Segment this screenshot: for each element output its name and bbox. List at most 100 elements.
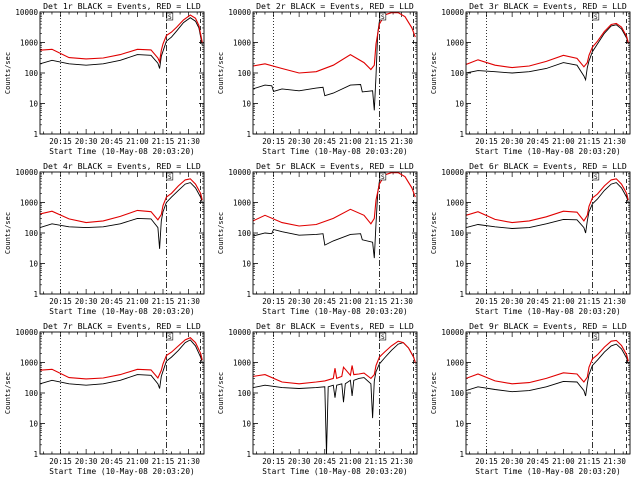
chart-title: Det 1r BLACK = Events, RED = LLD (43, 1, 201, 11)
y-tick-label: 10 (29, 420, 39, 429)
y-tick-label: 100 (24, 389, 38, 398)
x-tick-label: 20:45 (526, 457, 549, 466)
events-series-line (40, 339, 203, 389)
y-axis: 1 10 100 1000 10000 (15, 168, 204, 299)
x-axis-label: Start Time (10-May-08 20:03:20) (49, 467, 195, 476)
plot-frame (252, 11, 418, 135)
plot-frame (39, 171, 205, 295)
x-tick-label: 20:15 (475, 297, 498, 306)
x-tick-label: 21:30 (390, 137, 413, 146)
y-axis: 1 10 100 1000 10000 (441, 328, 630, 459)
x-tick-label: 21:30 (177, 297, 200, 306)
y-tick-label: 10 (242, 100, 252, 109)
lld-series-line (466, 178, 629, 224)
x-tick-label: 21:30 (390, 457, 413, 466)
y-axis: 1 10 100 1000 10000 (15, 328, 204, 459)
x-tick-label: 21:00 (552, 297, 575, 306)
events-series-line (253, 342, 416, 454)
marker-label: S (168, 14, 172, 21)
y-tick-label: 1000 (446, 39, 465, 48)
events-series-line (253, 173, 382, 259)
plot-area (253, 172, 416, 294)
marker-label: S (168, 334, 172, 341)
chart-panel-5: Det 5r BLACK = Events, RED = LLD 1 10 100 10… (217, 161, 418, 316)
x-tick-label: 21:30 (603, 457, 626, 466)
x-tick-label: 20:15 (475, 137, 498, 146)
x-axis-label: Start Time (10-May-08 20:03:20) (475, 307, 621, 316)
y-tick-label: 10 (455, 420, 465, 429)
marker-label: S (381, 334, 385, 341)
y-tick-label: 1 (459, 450, 464, 459)
marker-label: S (381, 14, 385, 21)
x-axis-label: Start Time (10-May-08 20:03:20) (262, 467, 408, 476)
y-tick-label: 1 (246, 130, 251, 139)
chart-title: Det 4r BLACK = Events, RED = LLD (43, 161, 201, 171)
marker-label: S (594, 174, 598, 181)
chart-panel-8: Det 8r BLACK = Events, RED = LLD 1 10 100 10… (217, 321, 418, 476)
y-tick-label: 10 (242, 260, 252, 269)
y-tick-label: 10 (29, 100, 39, 109)
marker-box (166, 172, 174, 181)
x-tick-label: 20:30 (501, 137, 524, 146)
plot-area (466, 12, 629, 134)
x-tick-label: 21:00 (552, 457, 575, 466)
x-tick-label: 21:15 (152, 457, 175, 466)
y-tick-label: 10000 (228, 168, 251, 177)
events-series-line (466, 24, 629, 82)
y-tick-label: 100 (450, 389, 464, 398)
y-tick-label: 100 (237, 69, 251, 78)
y-tick-label: 100 (24, 229, 38, 238)
y-tick-label: 100 (450, 69, 464, 78)
y-axis-label: Counts/sec (4, 52, 12, 94)
x-tick-label: 21:30 (390, 297, 413, 306)
x-tick-label: 20:30 (75, 457, 98, 466)
plot-frame (465, 331, 631, 455)
x-tick-label: 20:15 (262, 297, 285, 306)
plot-area (253, 332, 416, 454)
x-tick-label: 20:45 (100, 297, 123, 306)
y-tick-label: 10 (455, 260, 465, 269)
x-tick-label: 21:30 (177, 137, 200, 146)
lld-series-line (466, 22, 629, 69)
x-axis: 20:15 20:30 20:45 21:00 21:15 21:30 (469, 12, 626, 146)
y-tick-label: 100 (237, 389, 251, 398)
chart-title: Det 3r BLACK = Events, RED = LLD (469, 1, 627, 11)
plot-area (466, 172, 629, 294)
x-tick-label: 20:15 (49, 457, 72, 466)
lld-series-line (40, 337, 203, 380)
y-tick-label: 100 (237, 229, 251, 238)
x-tick-label: 21:15 (578, 297, 601, 306)
lld-series-line (40, 178, 203, 224)
x-tick-label: 20:15 (262, 137, 285, 146)
plot-area (40, 332, 203, 454)
marker-box (592, 172, 600, 181)
plot-frame (252, 331, 418, 455)
y-tick-label: 10 (455, 100, 465, 109)
y-tick-label: 10000 (15, 8, 38, 17)
y-axis: 1 10 100 1000 10000 (228, 8, 417, 139)
x-tick-label: 20:15 (262, 457, 285, 466)
lld-series-line (253, 340, 416, 385)
events-series-line (40, 182, 203, 249)
marker-label: S (594, 14, 598, 21)
x-tick-label: 21:00 (552, 137, 575, 146)
y-tick-label: 10000 (441, 8, 464, 17)
chart-panel-1: Det 1r BLACK = Events, RED = LLD 1 10 100 10… (4, 1, 205, 156)
lld-series-line (253, 172, 416, 227)
marker-box (166, 12, 174, 21)
x-tick-label: 20:30 (501, 457, 524, 466)
plot-area (466, 332, 629, 454)
y-tick-label: 1000 (233, 359, 252, 368)
chart-title: Det 6r BLACK = Events, RED = LLD (469, 161, 627, 171)
marker-box (592, 332, 600, 341)
x-axis-label: Start Time (10-May-08 20:03:20) (49, 307, 195, 316)
plot-frame (465, 11, 631, 135)
y-tick-label: 10 (242, 420, 252, 429)
x-tick-label: 21:00 (126, 137, 149, 146)
events-series-line (253, 13, 382, 111)
plot-area (40, 12, 203, 134)
y-axis-label: Counts/sec (217, 52, 225, 94)
plot-frame (39, 11, 205, 135)
y-tick-label: 1 (459, 130, 464, 139)
plot-frame (39, 331, 205, 455)
